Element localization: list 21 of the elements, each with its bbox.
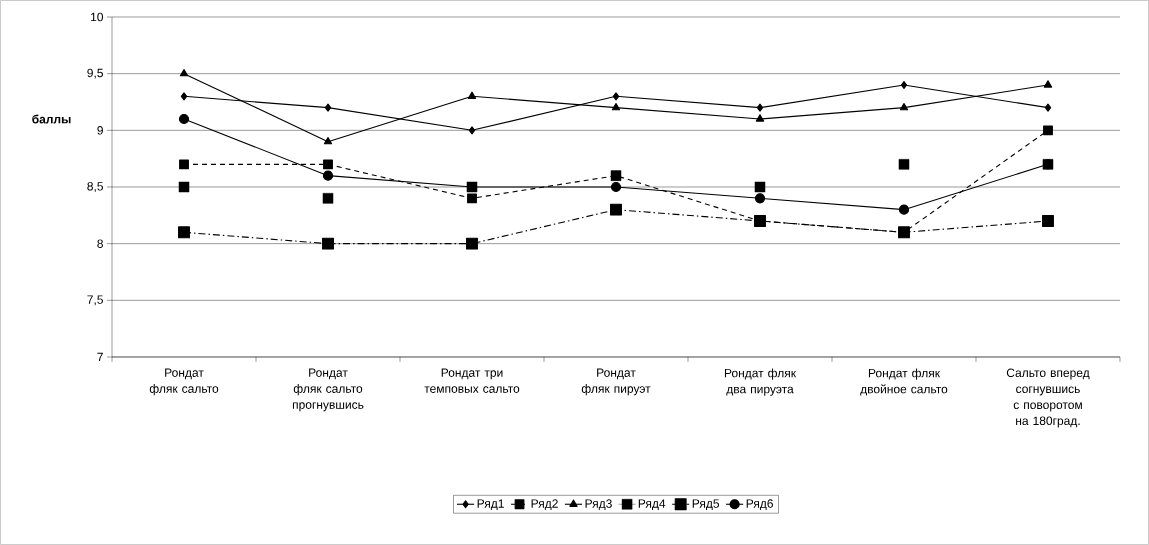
legend-label: Ряд5 (692, 499, 720, 511)
legend-label: Ряд2 (531, 499, 558, 511)
y-tick-label: 7 (97, 352, 103, 362)
x-tick-label: Рондат три темповых сальто (424, 368, 520, 393)
x-tick-label: Рондат фляк сальто прогнувшись (292, 368, 364, 412)
x-tick-label: Рондат фляк пируэт (581, 368, 651, 396)
y-tick-label: 10 (91, 12, 104, 22)
x-tick-label: Сальто вперед согнувшись с поворотом на 180град. (1006, 368, 1090, 428)
y-tick-label: 9 (97, 126, 103, 135)
legend-label: Ряд4 (638, 499, 666, 511)
y-tick-label: 9,5 (87, 68, 103, 79)
y-tick-label: 8 (97, 239, 103, 248)
legend-label: Ряд1 (477, 499, 504, 511)
legend-label: Ряд6 (746, 499, 773, 511)
y-tick-label: 7,5 (87, 295, 103, 306)
y-tick-label: 8,5 (87, 182, 103, 192)
legend-label: Ряд3 (585, 499, 612, 511)
x-tick-label: Рондат фляк двойное сальто (860, 368, 948, 396)
x-tick-label: Рондат фляк два пируэта (724, 368, 797, 396)
x-tick-label: Рондат фляк сальто (149, 368, 219, 396)
y-axis-title: баллы (32, 114, 71, 124)
